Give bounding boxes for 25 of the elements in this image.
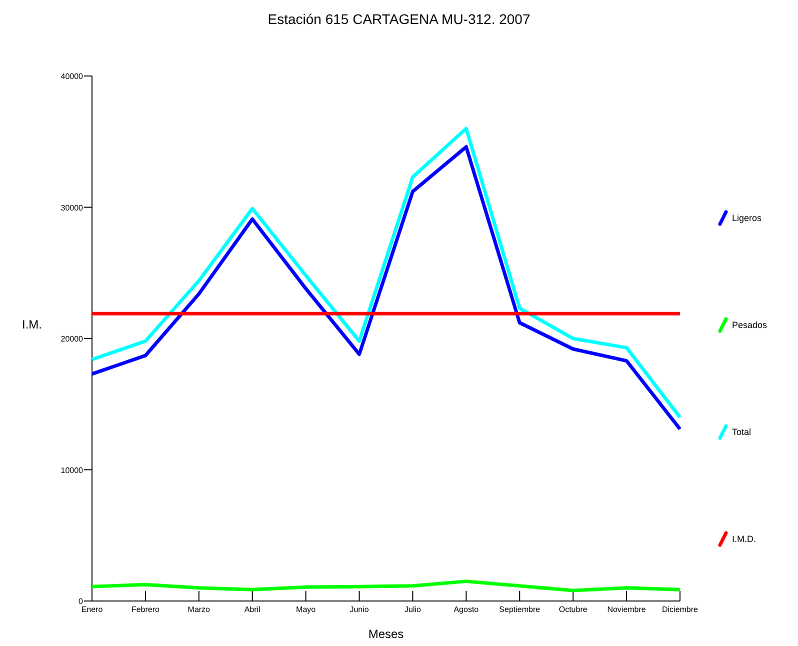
x-tick-label: Mayo — [296, 605, 316, 614]
x-tick-label: Enero — [81, 605, 104, 614]
legend-label: Total — [732, 427, 752, 437]
x-tick-label: Octubre — [558, 605, 588, 614]
line-series — [90, 580, 682, 592]
y-tick-label: 20000 — [60, 334, 84, 344]
x-tick-label: Febrero — [131, 605, 160, 614]
y-tick-label: 40000 — [60, 72, 84, 81]
x-tick-label: Septiembre — [499, 605, 541, 614]
y-tick-label: 30000 — [60, 203, 84, 212]
legend-label: I.M.D. — [732, 534, 756, 544]
x-axis-title: Meses — [368, 627, 404, 641]
y-axis-title: I.M. — [22, 318, 42, 332]
x-tick-label: Julio — [404, 605, 422, 614]
chart-title: Estación 615 CARTAGENA MU-312. 2007 — [268, 11, 530, 27]
x-tick-label: Noviembre — [607, 605, 646, 614]
x-tick-label: Diciembre — [662, 605, 699, 614]
x-tick-label: Junio — [350, 605, 370, 614]
x-tick-label: Abril — [244, 605, 261, 614]
y-tick-label: 0 — [78, 597, 84, 606]
y-tick-label: 10000 — [60, 466, 84, 475]
legend-label: Pesados — [732, 320, 768, 330]
x-tick-label: Marzo — [188, 605, 211, 614]
x-tick-label: Agosto — [454, 605, 480, 614]
legend-label: Ligeros — [732, 213, 762, 223]
